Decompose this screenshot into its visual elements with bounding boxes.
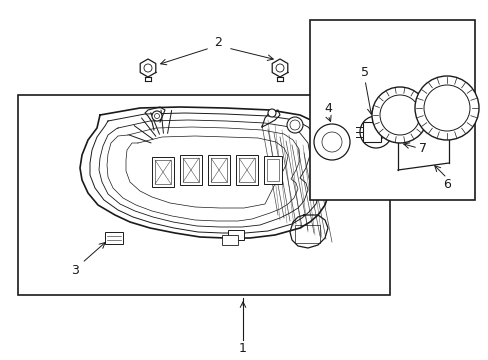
Circle shape (359, 116, 391, 148)
Bar (155, 160, 171, 184)
Bar (264, 156, 282, 184)
Text: 5: 5 (360, 66, 368, 78)
Bar (222, 235, 238, 245)
Circle shape (267, 109, 275, 117)
Bar (105, 232, 123, 244)
Circle shape (371, 87, 427, 143)
Bar (18, 95, 389, 295)
Bar (210, 158, 226, 182)
Bar (239, 158, 254, 182)
Text: 4: 4 (324, 102, 331, 114)
Text: 1: 1 (239, 342, 246, 355)
Bar (362, 122, 380, 142)
Circle shape (313, 124, 349, 160)
Text: 6: 6 (442, 179, 450, 192)
Circle shape (152, 111, 162, 121)
Text: 2: 2 (214, 36, 222, 49)
Bar (227, 230, 244, 240)
Bar (180, 155, 202, 185)
Circle shape (275, 64, 284, 72)
Text: 3: 3 (71, 264, 79, 276)
Bar (236, 155, 258, 185)
Bar (207, 155, 229, 185)
Bar (294, 225, 319, 243)
Bar (266, 159, 279, 181)
Circle shape (143, 64, 152, 72)
Circle shape (414, 76, 478, 140)
Circle shape (286, 117, 303, 133)
Text: 7: 7 (418, 141, 426, 154)
Bar (152, 157, 174, 187)
Bar (183, 158, 199, 182)
Bar (309, 20, 474, 200)
